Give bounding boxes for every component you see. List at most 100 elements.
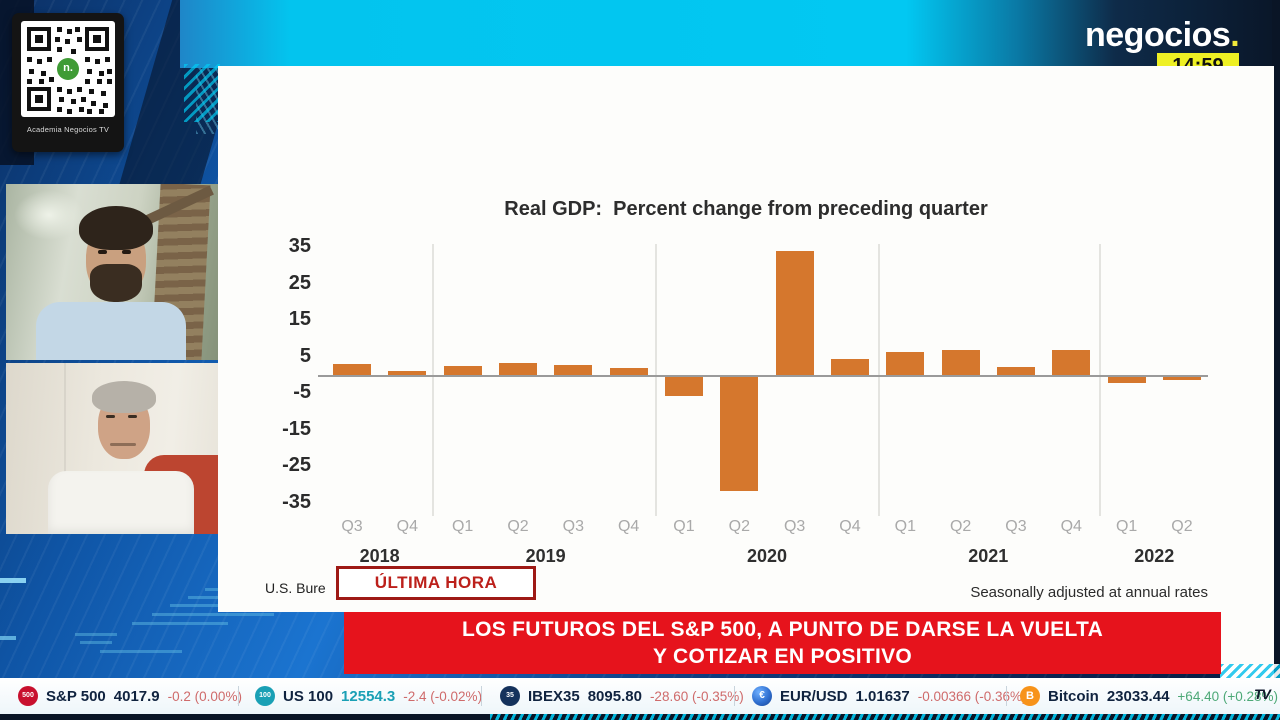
ticker-item-ibex35: 35 IBEX35 8095.80 -28.60 (-0.35%) [500,678,744,714]
gdp-bar-2021-Q4 [1052,349,1091,375]
gdp-bar-2020-Q2 [720,377,759,492]
ticker-item-eurusd: € EUR/USD 1.01637 -0.00366 (-0.36%) [752,678,1027,714]
quarter-label: Q3 [783,518,806,535]
backdrop-code-line [100,650,182,653]
breaking-news-banner: LOS FUTUROS DEL S&P 500, A PUNTO DE DARS… [344,612,1221,674]
channel-logo-dot: . [1230,16,1240,54]
guest2-eye [128,415,137,418]
ticker-change: -28.60 (-0.35%) [649,688,744,704]
year-label-2022: 2022 [1134,546,1175,566]
quarter-label: Q3 [1005,518,1027,535]
panel-corner-hatch [184,64,220,122]
ticker-change: -0.2 (0.00%) [167,688,242,704]
y-axis-tick-label: 15 [288,308,311,331]
sp500-icon: 500 [18,686,38,706]
gdp-bar-2018-Q4 [388,370,427,375]
year-separator-gridline [878,244,880,516]
guest2-shirt [48,471,194,534]
quarter-label: Q1 [451,518,474,535]
webcam-guest-1 [6,184,238,360]
chart-source-note: U.S. Bure [265,580,326,596]
guest1-shirt [36,302,186,360]
ticker-symbol: S&P 500 [46,687,106,705]
gdp-bar-2019-Q4 [609,368,648,375]
backdrop-code-line [152,613,274,616]
quarter-label: Q2 [949,518,972,535]
gdp-bar-2022-Q1 [1107,377,1146,383]
quarter-label: Q1 [673,518,695,535]
channel-logo: negocios. [1085,16,1240,55]
us100-icon: 100 [255,686,275,706]
eurusd-globe-icon: € [752,686,772,706]
y-axis-tick-label: 5 [299,344,311,367]
x-axis-line [318,375,1208,377]
year-label-2021: 2021 [968,546,1009,566]
quarter-label: Q4 [617,518,640,535]
right-edge-strip [1272,0,1280,720]
guest1-eye [122,250,131,254]
guest2-hair [92,381,156,413]
quarter-label: Q4 [839,518,861,535]
chart-panel: Real GDP: Percent change from preceding … [218,66,1274,612]
guest2-mouth [110,443,136,446]
ticker-symbol: Bitcoin [1048,687,1099,705]
headline-line-1: LOS FUTUROS DEL S&P 500, A PUNTO DE DARS… [461,618,1104,641]
ticker-divider [238,686,239,706]
guest1-hair [79,206,153,250]
ticker-bottom-hatch [490,714,1280,720]
backdrop-code-line [75,633,117,636]
gdp-bar-2021-Q1 [886,351,925,375]
ticker-change: +64.40 (+0.28%) [1177,688,1278,704]
backdrop-code-line [80,641,112,644]
tv-watermark: TV [1254,686,1271,702]
ticker-symbol: IBEX35 [528,687,580,705]
year-separator-gridline [1099,244,1101,516]
gdp-bar-2021-Q2 [941,350,980,375]
ticker-divider [734,686,735,706]
quarter-label: Q3 [341,518,363,535]
quarter-label: Q4 [1060,518,1082,535]
gdp-bar-2021-Q3 [996,366,1035,375]
gdp-bar-2019-Q1 [443,366,482,375]
breaking-news-badge: ÚLTIMA HORA [336,566,536,600]
gdp-bar-2019-Q2 [498,363,537,375]
ticker-item-bitcoin: B Bitcoin 23033.44 +64.40 (+0.28%) [1020,678,1278,714]
year-label-2019: 2019 [525,546,566,566]
market-ticker: 500 S&P 500 4017.9 -0.2 (0.00%) 100 US 1… [0,678,1280,714]
webcam-guest-2 [6,363,238,534]
qr-card: n. Academia Negocios TV [12,13,124,152]
quarter-label: Q1 [1115,518,1138,535]
quarter-label: Q2 [507,518,529,535]
gdp-bar-2018-Q3 [333,364,371,375]
ticker-value: 1.01637 [855,687,910,705]
panel-sliver-hatch [1220,664,1280,678]
ticker-divider [1006,686,1007,706]
light-patch [14,190,84,240]
guest2-eye [106,415,115,418]
quarter-label: Q2 [728,518,750,535]
backdrop-code-line [132,622,228,625]
negocios-logo-icon: n. [57,58,79,80]
ticker-item-sp500: 500 S&P 500 4017.9 -0.2 (0.00%) [18,678,242,714]
qr-card-label: Academia Negocios TV [26,125,110,134]
gdp-bar-2020-Q1 [664,377,703,396]
gdp-bar-2019-Q3 [554,364,593,375]
year-label-2020: 2020 [746,546,787,566]
backdrop-glow-streak [0,578,26,583]
ticker-change: -0.00366 (-0.36%) [917,688,1027,704]
top-cyan-band [180,0,1280,68]
ticker-change: -2.4 (-0.02%) [403,688,483,704]
ticker-value: 12554.3 [341,687,396,705]
quarter-label: Q3 [562,518,584,535]
ticker-value: 4017.9 [113,687,160,705]
y-axis-tick-label: -35 [282,490,311,513]
bitcoin-icon: B [1020,686,1040,706]
qr-code: n. [21,21,115,117]
ticker-symbol: EUR/USD [780,687,848,705]
qr-code-image [27,27,112,114]
guest1-eye [98,250,107,254]
y-axis-tick-label: -15 [282,417,311,440]
ibex35-icon: 35 [500,686,520,706]
ticker-value: 8095.80 [587,687,642,705]
y-axis-tick-label: -25 [282,454,311,477]
